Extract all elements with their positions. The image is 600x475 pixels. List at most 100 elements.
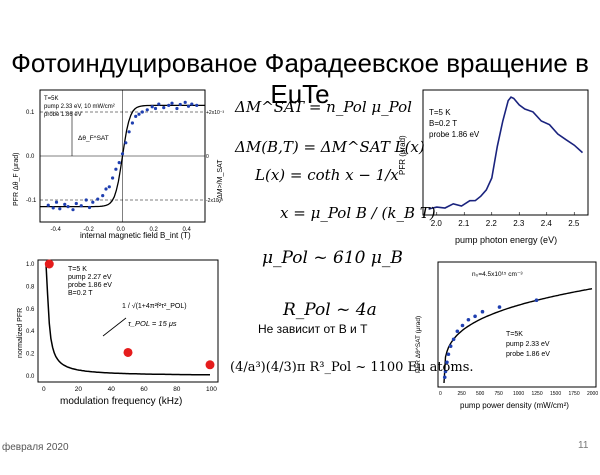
formula-moment: μ_Pol ~ 610 μ_B (262, 248, 403, 268)
data-point (446, 352, 451, 357)
data-point (175, 106, 179, 111)
x-tick-label: 1500 (550, 391, 561, 397)
formula-magnetization: ΔM(B,T) = ΔM^SAT L(x) (235, 138, 425, 156)
x-tick-label: 750 (495, 391, 504, 397)
y2-tick-label: -2x10⁻³ (206, 198, 223, 204)
x-tick-label: 0.0 (117, 227, 126, 233)
plot-frame (437, 261, 597, 388)
chart-field-dependence: -0.4 -0.2 0.0 0.2 0.4 -0.1 0.0 0.1 +2x10⁻³ 0 -2x10… (13, 89, 224, 240)
x-tick-label: 0.2 (150, 227, 159, 233)
data-point (455, 329, 460, 334)
data-point (140, 110, 144, 114)
y-axis-label: normalized PFR (17, 308, 24, 358)
data-point (66, 205, 70, 209)
page-number: 11 (578, 440, 589, 451)
x-tick-label: 2.0 (431, 219, 443, 228)
data-point (134, 114, 138, 118)
annotation-temp: T=5K (44, 96, 59, 102)
data-point (448, 344, 453, 348)
data-point (170, 101, 174, 105)
data-point (71, 208, 75, 212)
data-point (46, 203, 50, 207)
x-tick-label: 1000 (513, 391, 524, 397)
data-point (130, 121, 134, 125)
data-point (145, 108, 149, 112)
x-tick-label: 2.1 (458, 219, 470, 228)
slide-title: Фотоиндуцированое Фарадеевское вращение … (11, 48, 589, 109)
y-axis-label: PFR Δθ^SAT (μrad) (415, 316, 422, 373)
data-point (91, 200, 95, 204)
data-point (534, 298, 539, 302)
data-point (162, 106, 166, 110)
data-point (107, 185, 111, 189)
x-tick-label: -0.4 (51, 227, 62, 233)
y2-axis-label: <ΔM>/M_SAT (217, 159, 224, 203)
data-point (443, 369, 448, 374)
y-axis-label: PFR (μrad) (398, 135, 407, 175)
annotation-probe: probe 1.86 eV (68, 282, 112, 289)
x-axis-label: internal magnetic field B_int (T) (80, 231, 191, 240)
spectrum-line (428, 96, 584, 210)
y-tick-label: -0.1 (26, 198, 37, 204)
formula-langevin-text: L(x) = coth x − 1/x (255, 166, 399, 184)
formula-moment-text: μ_Pol ~ 610 μ_B (262, 248, 403, 268)
slide-date: февраля 2020 (2, 442, 69, 453)
data-point (96, 197, 100, 201)
data-point (178, 102, 182, 107)
data-point (167, 103, 171, 107)
annotation-temp: T=5 K (429, 108, 451, 117)
data-point (124, 141, 128, 145)
data-point (445, 360, 449, 365)
formula-saturation-text: ΔM^SAT = n_Pol μ_Pol (235, 98, 412, 116)
annotation-field: B=0.2 T (429, 119, 457, 128)
formula-langevin: L(x) = coth x − 1/x (255, 166, 399, 184)
x-tick-label: 500 (476, 391, 485, 397)
x-tick-label: 40 (108, 386, 116, 393)
x-tick-label: 80 (173, 386, 181, 393)
x-tick-label: 2.5 (568, 219, 580, 228)
data-point (104, 187, 108, 191)
annotation-probe: probe 1.86 eV (506, 351, 550, 358)
data-point (58, 207, 62, 211)
annotation-temp: T=5K (506, 331, 523, 338)
plot-frame (37, 259, 219, 383)
x-axis-label: modulation frequency (kHz) (60, 396, 182, 407)
data-point (190, 102, 194, 106)
data-point (84, 198, 88, 202)
formula-magnetization-text: ΔM(B,T) = ΔM^SAT L(x) (235, 138, 425, 156)
data-point (153, 106, 158, 111)
y-tick-label: 0.6 (26, 307, 35, 313)
x-tick-label: 1750 (569, 391, 580, 397)
data-point (87, 205, 92, 210)
fit-formula: 1 / √(1+4π²f²τ²_POL) (122, 302, 187, 310)
formula-atoms-text: (4/a³)(4/3)π R³_Pol ~ 1100 Eu atoms. (230, 360, 474, 375)
data-point (186, 104, 191, 108)
y-tick-label: 0.4 (26, 329, 35, 335)
data-point (111, 176, 115, 180)
data-point (473, 314, 477, 319)
data-point (101, 194, 105, 198)
y-tick-label: 0.2 (26, 352, 35, 358)
pointer-line (102, 317, 127, 337)
data-point (63, 202, 67, 206)
y-tick-label: 0.1 (26, 110, 35, 116)
data-point (137, 112, 141, 116)
y2-tick-label: 0 (206, 154, 209, 160)
data-point (79, 204, 83, 208)
annotation-field: B=0.2 T (68, 290, 93, 297)
chart-modulation-frequency: 0 20 40 60 80 100 0.0 0.2 0.4 0.6 0.8 1.0 T=5 K pum… (17, 259, 219, 407)
annotation-probe: probe 1.86 eV (44, 112, 82, 118)
data-point (44, 259, 54, 269)
data-point (123, 347, 133, 357)
data-point (51, 206, 55, 210)
independence-note: Не зависит от B и T (258, 322, 368, 336)
annotation-pump: pump 2.27 eV (68, 274, 112, 281)
annotation-temp: T=5 K (68, 266, 87, 273)
x-tick-label: 0.4 (183, 227, 192, 233)
data-point (157, 102, 161, 106)
data-point (205, 360, 215, 370)
data-point (114, 167, 118, 171)
y2-tick-label: +2x10⁻³ (206, 110, 224, 116)
formula-x: x = μ_Pol B / (k_B T) (280, 204, 436, 222)
chart-power-density: 0 250 500 750 1000 1250 1500 1750 2000 n₀=4.5x10… (415, 261, 598, 410)
